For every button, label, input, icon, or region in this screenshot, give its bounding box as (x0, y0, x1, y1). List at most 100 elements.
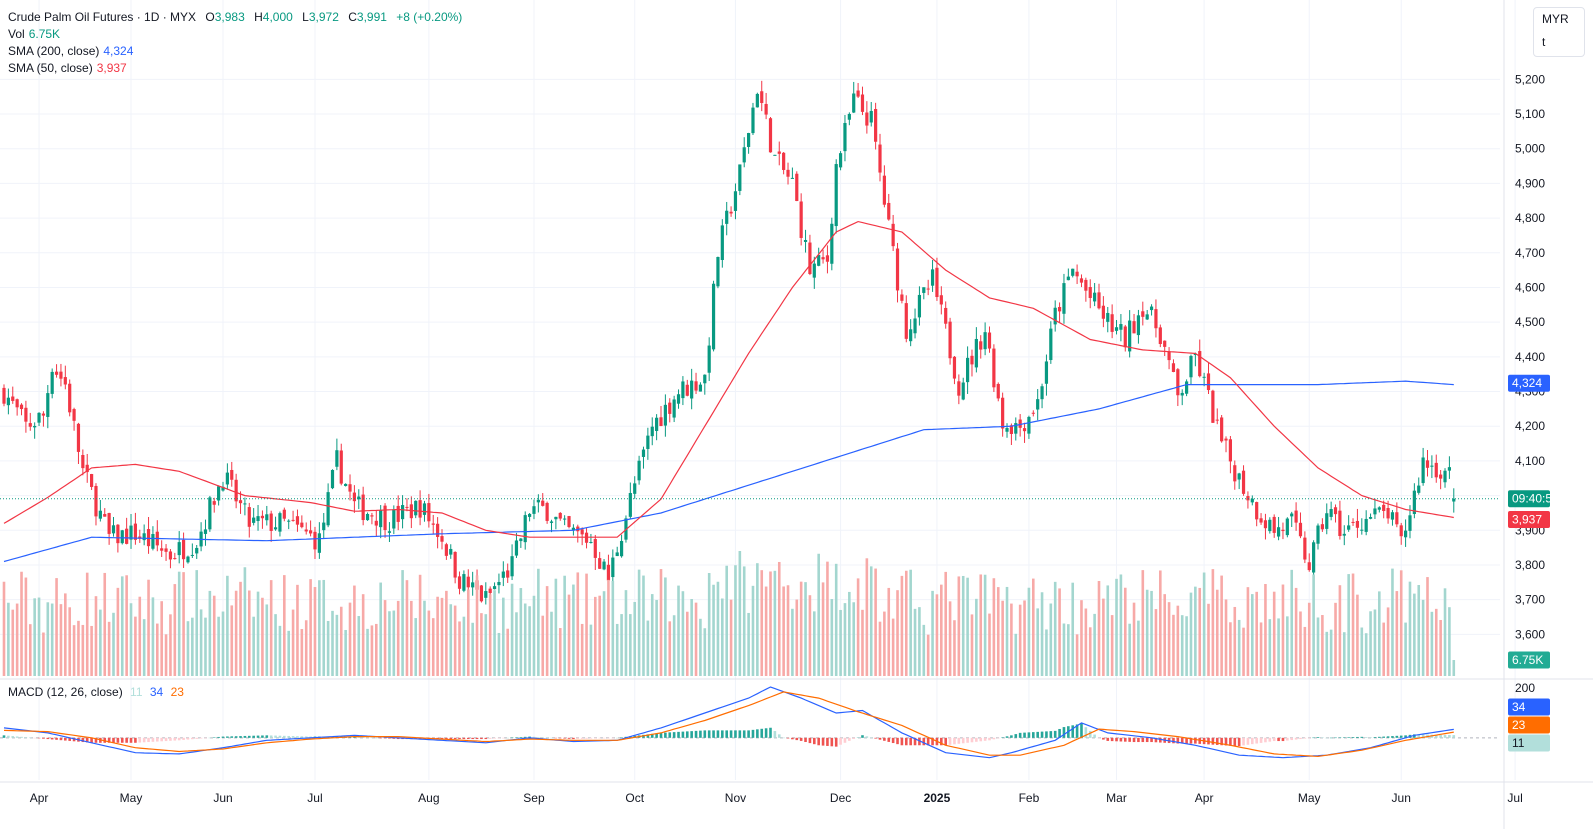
candle-body (1071, 268, 1075, 276)
candle-body (339, 450, 343, 484)
candle-body (1263, 520, 1268, 529)
sma50-legend[interactable]: SMA (50, close) 3,937 (8, 60, 127, 76)
macd-histogram-bar (20, 736, 23, 738)
candle-body (221, 486, 225, 491)
macd-histogram-bar (234, 736, 238, 738)
volume-bar (764, 586, 768, 676)
sma200-line (3, 380, 1454, 563)
macd-histogram-bar (173, 737, 177, 741)
candle-body (1206, 373, 1211, 391)
macd-histogram-bar (46, 737, 50, 740)
volume-bar (703, 628, 707, 676)
macd-histogram-bar (567, 737, 571, 739)
macd-histogram-bar (900, 737, 904, 746)
macd-histogram-bar (1018, 732, 1022, 738)
volume-bar (948, 601, 952, 676)
candle-body (151, 534, 155, 549)
candle-body (497, 581, 501, 586)
candle-body (103, 514, 107, 517)
macd-histogram-bar (1290, 737, 1294, 741)
candle-body (1355, 520, 1360, 528)
volume-bar (716, 581, 720, 676)
candle-body (1425, 460, 1430, 468)
time-tick-label: Jun (1392, 791, 1411, 805)
candle-body (913, 318, 917, 334)
candle-body (860, 94, 865, 112)
volume-bar (1211, 569, 1215, 676)
volume-bar (1338, 585, 1342, 676)
volume-bar (1286, 616, 1289, 676)
volume-legend[interactable]: Vol 6.75K (8, 26, 60, 42)
macd-histogram-bar (164, 737, 168, 742)
candle-body (1202, 376, 1206, 378)
macd-histogram-bar (64, 737, 67, 741)
candle-body (1434, 462, 1438, 478)
price-tick-label: 4,100 (1515, 454, 1545, 468)
macd-histogram-bar (1378, 736, 1381, 738)
volume-bar (817, 553, 820, 676)
volume-bar (1307, 602, 1311, 676)
high-value: 4,000 (262, 10, 293, 24)
volume-bar (756, 563, 759, 676)
macd-histogram-bar (366, 737, 369, 738)
volume-bar (970, 614, 974, 676)
low-value: 3,972 (308, 10, 339, 24)
volume-bar (401, 570, 404, 676)
volume-bar (322, 579, 326, 676)
macd-histogram-bar (1224, 737, 1228, 746)
macd-histogram-bar (445, 737, 448, 740)
candle-body (1176, 369, 1180, 396)
candle-body (821, 257, 825, 260)
macd-histogram-bar (909, 737, 912, 746)
volume-bar (813, 611, 816, 676)
volume-bar (891, 618, 895, 676)
candle-body (2, 387, 6, 404)
time-tick-label: Feb (1019, 791, 1040, 805)
candle-body (747, 133, 751, 147)
candle-body (168, 551, 173, 560)
volume-bar (502, 597, 505, 676)
macd-histogram-bar (55, 737, 58, 740)
sma200-label: SMA (200, close) (8, 44, 100, 58)
macd-histogram-bar (120, 737, 124, 743)
macd-histogram-bar (620, 737, 623, 738)
sma200-legend[interactable]: SMA (200, close) 4,324 (8, 43, 133, 59)
macd-histogram-bar (699, 730, 702, 738)
candle-body (966, 357, 970, 383)
candle-body (611, 557, 615, 578)
volume-bar (1150, 590, 1153, 676)
macd-legend[interactable]: MACD (12, 26, close) 11 34 23 (8, 684, 184, 700)
candle-body (672, 399, 676, 418)
candle-body (125, 528, 129, 544)
symbol-title[interactable]: Crude Palm Oil Futures · 1D · MYX (8, 10, 197, 24)
macd-histogram-bar (1102, 737, 1105, 740)
macd-histogram-bar (1255, 737, 1258, 744)
volume-bar (567, 594, 571, 676)
volume-bar (493, 590, 496, 676)
candle-body (208, 497, 212, 530)
macd-histogram-bar (769, 727, 772, 738)
candle-body (1338, 510, 1342, 537)
volume-bar (773, 570, 777, 676)
currency-unit-button[interactable]: MYR t (1533, 7, 1585, 57)
macd-histogram-bar (195, 737, 199, 739)
candle-body (41, 413, 46, 416)
volume-bar (848, 591, 851, 676)
volume-bar (28, 624, 32, 676)
macd-histogram-bar (24, 737, 28, 738)
macd-histogram-bar (1277, 737, 1280, 742)
macd-histogram-bar (690, 731, 693, 738)
price-tick-label: 4,700 (1515, 246, 1545, 260)
volume-bar (445, 590, 448, 676)
candle-body (935, 267, 939, 298)
volume-bar (1159, 570, 1162, 676)
candle-body (1128, 320, 1132, 352)
macd-histogram-bar (813, 737, 816, 745)
sma200-badge-text: 4,324 (1512, 376, 1542, 390)
time-tick-label: May (120, 791, 143, 805)
macd-histogram-bar (563, 737, 566, 739)
volume-bar (7, 602, 10, 676)
volume-bar (804, 582, 807, 676)
macd-histogram-bar (1360, 736, 1364, 738)
